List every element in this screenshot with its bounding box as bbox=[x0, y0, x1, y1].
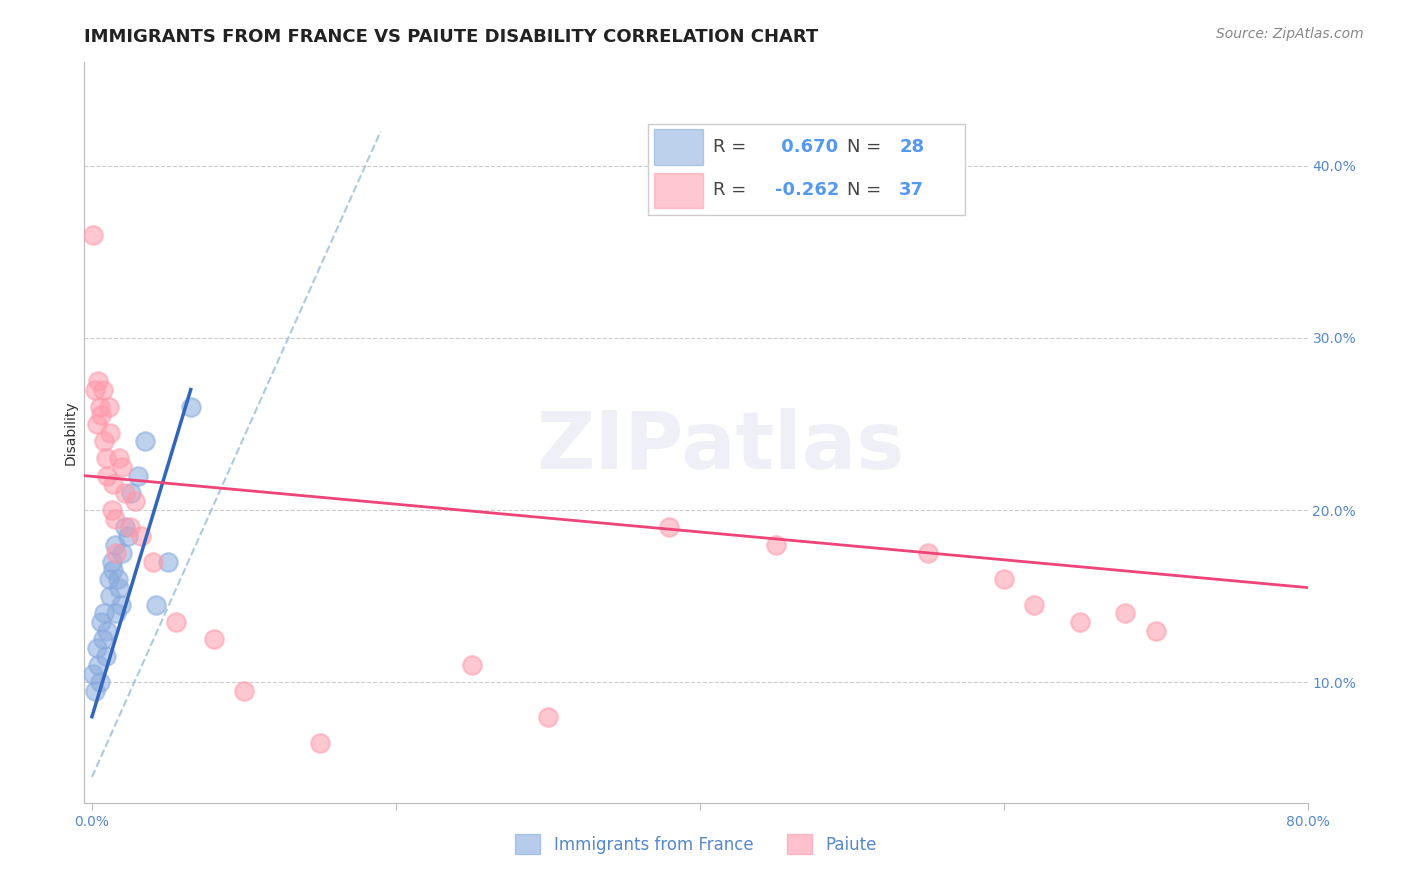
FancyBboxPatch shape bbox=[648, 124, 965, 215]
Legend: Immigrants from France, Paiute: Immigrants from France, Paiute bbox=[509, 828, 883, 861]
Point bbox=[658, 520, 681, 534]
Point bbox=[1022, 598, 1045, 612]
Text: Source: ZipAtlas.com: Source: ZipAtlas.com bbox=[1216, 27, 1364, 41]
Point bbox=[118, 520, 141, 534]
Text: 0.670: 0.670 bbox=[775, 137, 838, 156]
Point bbox=[82, 666, 104, 681]
Point bbox=[1144, 624, 1167, 638]
Point bbox=[104, 512, 127, 526]
Point bbox=[127, 468, 149, 483]
Point bbox=[105, 607, 128, 621]
Point bbox=[124, 494, 146, 508]
Point bbox=[94, 649, 117, 664]
Text: R =: R = bbox=[713, 137, 747, 156]
Point bbox=[100, 503, 122, 517]
Text: N =: N = bbox=[846, 181, 882, 199]
Point bbox=[90, 615, 112, 629]
Point bbox=[111, 546, 134, 560]
Point bbox=[129, 529, 152, 543]
FancyBboxPatch shape bbox=[654, 129, 703, 165]
Point bbox=[537, 709, 560, 723]
Point bbox=[89, 675, 111, 690]
Point bbox=[156, 555, 179, 569]
Point bbox=[86, 417, 108, 431]
Point bbox=[232, 684, 254, 698]
Point bbox=[97, 572, 120, 586]
Point bbox=[89, 400, 111, 414]
Text: IMMIGRANTS FROM FRANCE VS PAIUTE DISABILITY CORRELATION CHART: IMMIGRANTS FROM FRANCE VS PAIUTE DISABIL… bbox=[84, 28, 818, 45]
Point bbox=[84, 684, 107, 698]
Point bbox=[461, 658, 484, 673]
Point bbox=[94, 451, 117, 466]
Text: R =: R = bbox=[713, 181, 747, 199]
Point bbox=[165, 615, 187, 629]
Point bbox=[87, 374, 110, 388]
Text: 28: 28 bbox=[900, 137, 924, 156]
Point bbox=[114, 486, 136, 500]
Point bbox=[91, 632, 114, 647]
Point bbox=[87, 658, 110, 673]
Point bbox=[100, 555, 122, 569]
Point bbox=[117, 529, 139, 543]
Y-axis label: Disability: Disability bbox=[63, 401, 77, 465]
Point bbox=[84, 383, 107, 397]
Point bbox=[82, 227, 104, 242]
Point bbox=[98, 589, 121, 603]
Point bbox=[1069, 615, 1091, 629]
Point bbox=[108, 451, 131, 466]
Point bbox=[107, 572, 129, 586]
Point bbox=[114, 520, 136, 534]
Point bbox=[142, 555, 165, 569]
Point bbox=[145, 598, 167, 612]
Point bbox=[91, 383, 114, 397]
Point bbox=[96, 468, 118, 483]
Text: 37: 37 bbox=[900, 181, 924, 199]
Point bbox=[121, 486, 143, 500]
Point bbox=[105, 546, 128, 560]
Point bbox=[917, 546, 939, 560]
Point bbox=[86, 640, 108, 655]
Point bbox=[993, 572, 1015, 586]
Point bbox=[98, 425, 121, 440]
Point bbox=[97, 400, 120, 414]
Point bbox=[765, 537, 787, 551]
Point bbox=[108, 581, 131, 595]
Point bbox=[309, 735, 332, 749]
Point bbox=[90, 409, 112, 423]
FancyBboxPatch shape bbox=[654, 173, 703, 208]
Text: N =: N = bbox=[846, 137, 882, 156]
Text: ZIPatlas: ZIPatlas bbox=[536, 409, 904, 486]
Point bbox=[111, 460, 134, 475]
Point bbox=[202, 632, 225, 647]
Point bbox=[110, 598, 132, 612]
Point bbox=[180, 400, 202, 414]
Point bbox=[134, 434, 156, 449]
Text: -0.262: -0.262 bbox=[775, 181, 839, 199]
Point bbox=[104, 537, 127, 551]
Point bbox=[103, 563, 125, 577]
Point bbox=[93, 607, 115, 621]
Point bbox=[1114, 607, 1136, 621]
Point bbox=[103, 477, 125, 491]
Point bbox=[96, 624, 118, 638]
Point bbox=[93, 434, 115, 449]
